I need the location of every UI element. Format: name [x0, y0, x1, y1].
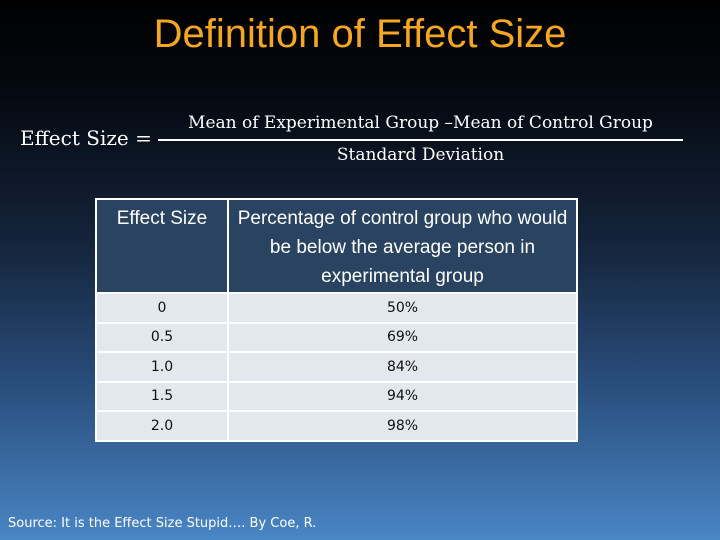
table-row: 2.0 98% [95, 412, 578, 442]
table-row: 1.0 84% [95, 353, 578, 383]
effect-size-formula: Effect Size = Mean of Experimental Group… [20, 108, 690, 168]
effect-size-cell: 0 [95, 294, 229, 324]
formula-denominator: Standard Deviation [336, 145, 505, 165]
effect-size-table: Effect Size Percentage of control group … [95, 198, 578, 442]
percentage-cell: 94% [229, 382, 578, 412]
formula-lhs: Effect Size = [20, 126, 152, 150]
effect-size-cell: 1.5 [95, 382, 229, 412]
effect-size-cell: 2.0 [95, 412, 229, 442]
table-row: 1.5 94% [95, 382, 578, 412]
formula-numerator: Mean of Experimental Group –Mean of Cont… [188, 113, 653, 133]
effect-size-cell: 1.0 [95, 353, 229, 383]
percentage-cell: 50% [229, 294, 578, 324]
percentage-cell: 69% [229, 323, 578, 353]
table-row: 0.5 69% [95, 323, 578, 353]
table-row: 0 50% [95, 294, 578, 324]
table-header-row: Effect Size Percentage of control group … [95, 198, 578, 294]
percentage-cell: 84% [229, 353, 578, 383]
formula-fraction: Mean of Experimental Group –Mean of Cont… [158, 108, 683, 168]
fraction-bar [158, 139, 683, 141]
source-citation: Source: It is the Effect Size Stupid…. B… [8, 516, 317, 531]
effect-size-cell: 0.5 [95, 323, 229, 353]
slide-title: Definition of Effect Size [153, 12, 567, 56]
header-percentage: Percentage of control group who would be… [229, 198, 578, 294]
percentage-cell: 98% [229, 412, 578, 442]
header-effect-size: Effect Size [95, 198, 229, 294]
